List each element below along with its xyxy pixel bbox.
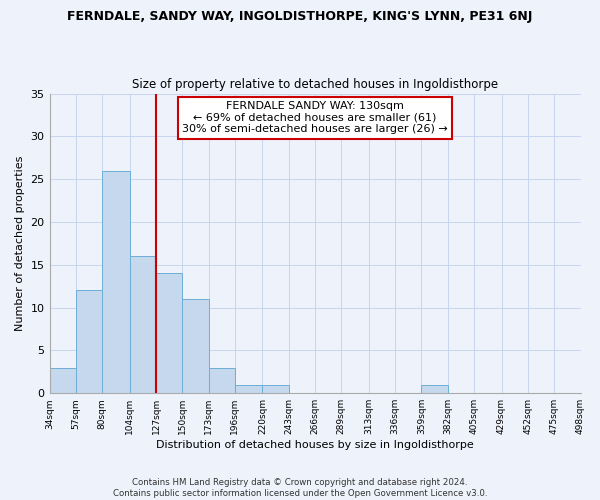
Y-axis label: Number of detached properties: Number of detached properties	[15, 156, 25, 331]
Bar	[182, 299, 209, 393]
Text: FERNDALE SANDY WAY: 130sqm
← 69% of detached houses are smaller (61)
30% of semi: FERNDALE SANDY WAY: 130sqm ← 69% of deta…	[182, 101, 448, 134]
Bar	[50, 368, 76, 393]
Bar	[209, 368, 235, 393]
Text: Contains HM Land Registry data © Crown copyright and database right 2024.
Contai: Contains HM Land Registry data © Crown c…	[113, 478, 487, 498]
Bar	[421, 384, 448, 393]
Bar	[156, 274, 182, 393]
Text: FERNDALE, SANDY WAY, INGOLDISTHORPE, KING'S LYNN, PE31 6NJ: FERNDALE, SANDY WAY, INGOLDISTHORPE, KIN…	[67, 10, 533, 23]
Bar	[235, 384, 262, 393]
Bar	[102, 170, 130, 393]
X-axis label: Distribution of detached houses by size in Ingoldisthorpe: Distribution of detached houses by size …	[156, 440, 474, 450]
Bar	[130, 256, 156, 393]
Title: Size of property relative to detached houses in Ingoldisthorpe: Size of property relative to detached ho…	[132, 78, 498, 91]
Bar	[262, 384, 289, 393]
Bar	[76, 290, 102, 393]
